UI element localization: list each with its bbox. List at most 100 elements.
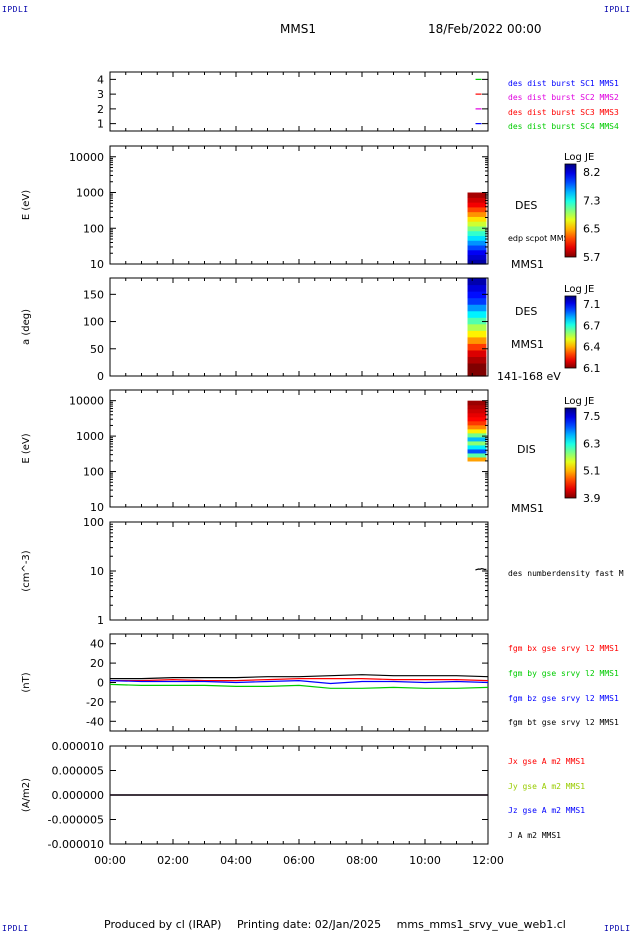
- colorbar-tick-label: 6.4: [583, 341, 601, 354]
- heatmap-cell: [467, 408, 487, 414]
- panel-frame: [109, 71, 489, 132]
- panel-des-pitch-angle: 0 50 100 150 a (deg) DES MMS1 141-168 eV Log JE 7…: [21, 277, 601, 383]
- footer-produced-by: Produced by cl (IRAP): [104, 918, 222, 931]
- y-tick-label: -0.000005: [48, 814, 104, 827]
- y-tick-label: 150: [83, 288, 104, 301]
- y-axis-label: (A/m2): [21, 778, 32, 812]
- series-line: [109, 683, 489, 689]
- panel-frame: [109, 145, 489, 265]
- colorbar-tick-label: 7.3: [583, 194, 601, 207]
- series-line: [110, 677, 489, 682]
- side-label: MMS1: [511, 338, 544, 351]
- plot-date: 18/Feb/2022 00:00: [428, 22, 542, 36]
- y-tick-label: 20: [90, 657, 104, 670]
- footer: Produced by cl (IRAP) Printing date: 02/…: [104, 918, 578, 931]
- heatmap-cell: [467, 197, 487, 203]
- legend-entry: J A m2 MMS1: [508, 831, 561, 840]
- heatmap-cell: [467, 400, 487, 406]
- y-axis-label: (nT): [21, 672, 32, 692]
- legend-entry: fgm bt gse srvy l2 MMS1: [508, 718, 619, 727]
- footer-printing-date: Printing date: 02/Jan/2025: [236, 918, 382, 931]
- heatmap-cell: [467, 249, 487, 256]
- y-tick-label: 0: [97, 677, 104, 690]
- panel-electron-density: 1 10 100 (cm^-3) des numberdensity fast M: [21, 516, 624, 627]
- x-tick-label: 04:00: [220, 854, 252, 867]
- y-tick-label: 40: [90, 638, 104, 651]
- x-tick-label: 06:00: [283, 854, 315, 867]
- series-line: [110, 674, 489, 680]
- colorbar-tick-label: 6.5: [583, 223, 601, 236]
- heatmap: [467, 192, 487, 265]
- y-tick-label: 1000: [76, 430, 104, 443]
- heatmap-cell: [467, 356, 487, 364]
- y-tick-label: 10000: [69, 395, 104, 408]
- legend-entry: des dist burst SC2 MMS2: [508, 93, 619, 102]
- colorbar: [564, 407, 577, 499]
- corner-mark-top-right: IPDLI: [604, 5, 630, 14]
- y-tick-label: 50: [90, 343, 104, 356]
- colorbar-title: Log JE: [564, 284, 594, 295]
- heatmap-cell: [467, 436, 487, 442]
- x-tick-label: 10:00: [409, 854, 441, 867]
- legend-entry: des dist burst SC4 MMS4: [508, 122, 619, 131]
- corner-mark-bottom-left: IPDLI: [2, 924, 29, 933]
- heatmap: [467, 400, 487, 462]
- colorbar-title: Log JE: [564, 396, 594, 407]
- heatmap-cell: [467, 448, 487, 454]
- y-tick-label: 0: [97, 370, 104, 383]
- colorbar-tick-label: 6.7: [583, 319, 601, 332]
- side-label: DIS: [517, 443, 536, 456]
- side-label: MMS1: [511, 258, 544, 271]
- y-tick-label: 10000: [69, 151, 104, 164]
- panel-des-energy-spectrogram: 10 100 1000 10000 E (eV) DES edp scpot MMS1 MMS…: [21, 145, 601, 271]
- series-line: [475, 567, 487, 571]
- series-line: [109, 679, 489, 685]
- heatmap-cell: [467, 420, 487, 426]
- heatmap-cell: [467, 202, 487, 208]
- heatmap-cell: [467, 244, 487, 251]
- colorbar-tick-label: 8.2: [583, 166, 601, 179]
- corner-mark-top-left: IPDLI: [2, 5, 29, 14]
- footer-filename: mms_mms1_srvy_vue_web1.cl: [396, 918, 566, 931]
- y-tick-label: 1000: [76, 187, 104, 200]
- heatmap-cell: [467, 310, 487, 318]
- colorbar: [564, 163, 577, 258]
- heatmap-cell: [467, 343, 487, 351]
- heatmap-cell: [467, 259, 487, 265]
- x-tick-label: 00:00: [94, 854, 126, 867]
- heatmap-cell: [467, 304, 487, 312]
- heatmap-cell: [467, 349, 487, 357]
- heatmap-cell: [467, 225, 487, 232]
- side-label: DES: [515, 305, 537, 318]
- panel-frame: [109, 389, 489, 508]
- heatmap-cell: [467, 211, 487, 217]
- y-tick-label: -0.000010: [48, 838, 104, 851]
- x-tick-label: 08:00: [346, 854, 378, 867]
- colorbar-tick-label: 5.7: [583, 251, 601, 264]
- heatmap-cell: [467, 291, 487, 299]
- colorbar-tick-label: 6.1: [583, 362, 601, 375]
- y-tick-label: 100: [83, 316, 104, 329]
- heatmap-cell: [467, 192, 487, 198]
- heatmap-cell: [467, 424, 487, 430]
- heatmap-cell: [467, 230, 487, 237]
- heatmap-cell: [467, 235, 487, 241]
- colorbar-title: Log JE: [564, 152, 594, 163]
- heatmap-cell: [467, 412, 487, 418]
- colorbar: [564, 295, 577, 369]
- heatmap-cell: [467, 336, 487, 344]
- side-label: 141-168 eV: [497, 370, 561, 383]
- colorbar-tick-label: 5.1: [583, 465, 601, 478]
- panel-burst-availability: 1 2 3 4 des dist burst SC1 MMS1 des dist burs…: [97, 71, 619, 132]
- spacecraft-title: MMS1: [280, 22, 316, 36]
- heatmap-cell: [467, 240, 487, 246]
- legend-entry: des dist burst SC1 MMS1: [508, 79, 619, 88]
- heatmap-cell: [467, 369, 487, 377]
- heatmap-cell: [467, 404, 487, 410]
- heatmap-cell: [467, 284, 487, 292]
- panel-frame: [109, 277, 489, 377]
- heatmap-cell: [467, 297, 487, 305]
- y-tick-label: 100: [83, 466, 104, 479]
- colorbar-tick-label: 3.9: [583, 492, 601, 505]
